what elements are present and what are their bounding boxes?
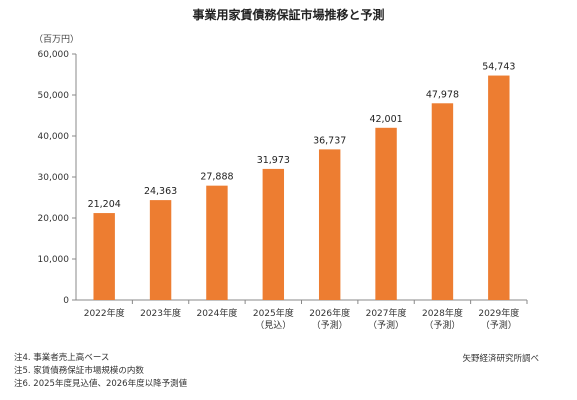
chart-title: 事業用家賃債務保証市場推移と予測: [192, 8, 385, 22]
x-tick-label: 2029年度: [478, 307, 519, 319]
bar: [488, 75, 510, 300]
y-tick-label: 0: [63, 296, 69, 306]
y-tick-label: 10,000: [38, 255, 70, 265]
data-label: 42,001: [369, 114, 402, 125]
data-label: 36,737: [313, 135, 346, 146]
footnote-4: 注4. 事業者売上高ベース: [14, 353, 110, 363]
bar: [431, 103, 454, 301]
data-label: 21,204: [88, 199, 121, 210]
y-tick-label: 60,000: [38, 50, 70, 60]
data-label: 47,978: [426, 89, 459, 100]
x-tick-label: 2026年度: [309, 307, 350, 319]
x-tick-label: （予測）: [424, 319, 460, 331]
x-tick-label: （予測）: [312, 319, 348, 331]
bar: [318, 149, 341, 300]
data-label: 31,973: [257, 155, 290, 166]
x-tick-label: 2027年度: [366, 307, 407, 319]
x-tick-label: 2024年度: [196, 307, 237, 319]
y-tick-label: 50,000: [38, 91, 70, 101]
x-tick-label: 2023年度: [140, 307, 181, 319]
bar: [375, 127, 397, 300]
x-tick-label: （見込）: [255, 320, 291, 331]
data-label: 27,888: [200, 172, 233, 183]
data-label: 54,743: [482, 62, 515, 73]
footnotes: 注4. 事業者売上高ベース 注5. 家賃債務保証市場規模の内数 注6. 2025…: [14, 352, 187, 391]
footnote-5: 注5. 家賃債務保証市場規模の内数: [14, 366, 144, 376]
y-tick-label: 40,000: [38, 132, 70, 142]
footnote-6: 注6. 2025年度見込値、2026年度以降予測値: [14, 379, 188, 389]
bar: [206, 185, 228, 300]
x-tick-label: 2025年度: [253, 307, 294, 319]
data-label: 24,363: [144, 186, 177, 197]
y-tick-label: 30,000: [38, 173, 70, 183]
bar: [93, 213, 115, 300]
x-tick-label: （予測）: [368, 319, 404, 331]
y-tick-label: 20,000: [38, 214, 70, 224]
source-credit: 矢野経済研究所調べ: [462, 354, 539, 364]
bar: [262, 168, 285, 300]
x-tick-label: （予測）: [481, 319, 517, 331]
x-tick-label: 2028年度: [422, 307, 463, 319]
y-axis-unit-label: （百万円）: [34, 35, 80, 45]
bar: [149, 200, 172, 300]
x-tick-label: 2022年度: [84, 307, 125, 319]
